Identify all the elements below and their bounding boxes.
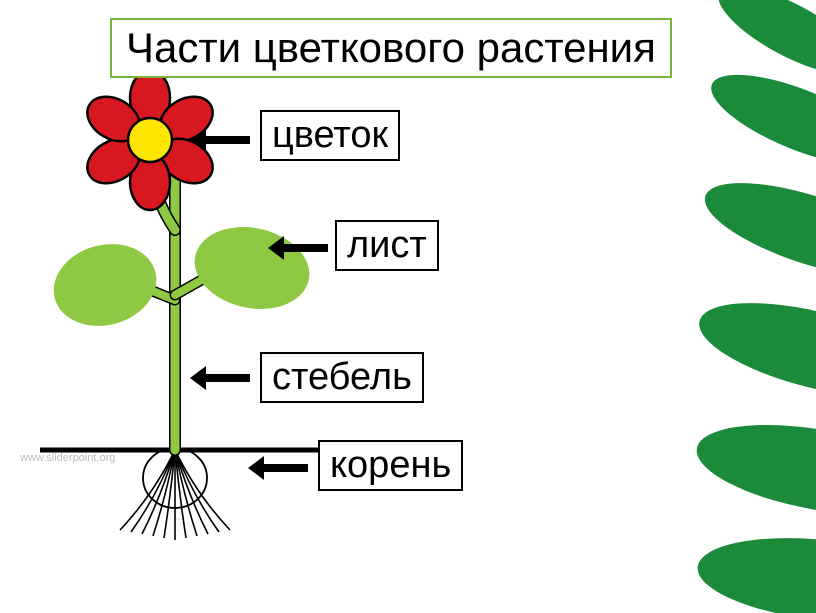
label-stem: стебель bbox=[260, 352, 424, 403]
plant-illustration bbox=[0, 0, 816, 613]
footer-watermark: www.sliderpoint.org bbox=[20, 452, 115, 464]
label-root: корень bbox=[318, 440, 463, 491]
label-flower: цветок bbox=[260, 110, 400, 161]
diagram-canvas: Части цветкового растения www.sliderpoin… bbox=[0, 0, 816, 613]
label-leaf: лист bbox=[335, 220, 439, 271]
diagram-title: Части цветкового растения bbox=[110, 18, 672, 78]
